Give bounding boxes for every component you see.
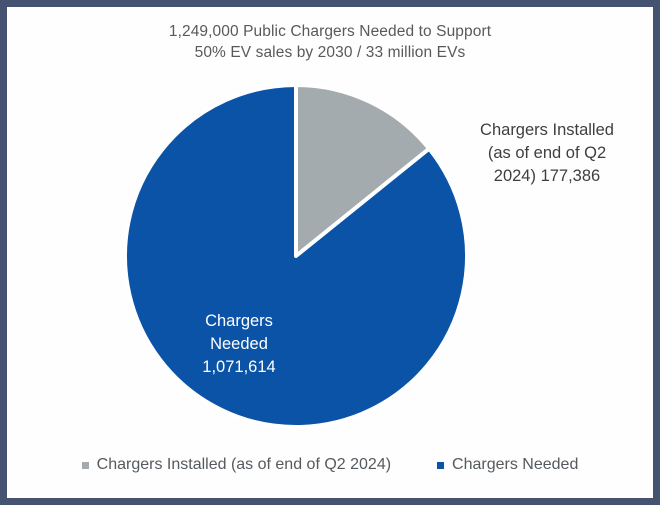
pie-chart-svg (123, 83, 469, 429)
legend-item-chargers-needed[interactable]: Chargers Needed (437, 456, 578, 474)
slice-label-needed-line-3: 1,071,614 (202, 358, 276, 376)
pie-slice-chargers-installed[interactable] (294, 83, 432, 258)
pie-slice-chargers-needed[interactable] (123, 83, 469, 429)
slice-label-installed-line-2: (as of end of Q2 (487, 144, 607, 162)
slice-label-needed-line-2: Needed (210, 335, 268, 353)
chart-title-line-2: 50% EV sales by 2030 / 33 million EVs (194, 44, 466, 61)
legend-swatch-icon-installed (81, 462, 89, 469)
legend-item-chargers-installed[interactable]: Chargers Installed (as of end of Q2 2024… (81, 456, 392, 474)
slice-label-chargers-installed: Chargers Installed (as of end of Q2 2024… (447, 119, 647, 188)
pie-chart-area (7, 7, 653, 498)
pie-slices (123, 83, 469, 429)
slice-label-installed-line-3: 2024) 177,386 (493, 167, 601, 185)
chart-title: 1,249,000 Public Chargers Needed to Supp… (7, 21, 653, 63)
slice-label-needed-line-1: Chargers (205, 312, 273, 330)
slice-label-installed-line-1: Chargers Installed (480, 121, 614, 139)
legend-label-installed: Chargers Installed (as of end of Q2 2024… (96, 456, 392, 473)
chart-title-line-1: 1,249,000 Public Chargers Needed to Supp… (168, 23, 492, 40)
legend-swatch-icon-needed (437, 462, 445, 469)
legend-label-needed: Chargers Needed (452, 456, 579, 473)
chart-legend: Chargers Installed (as of end of Q2 2024… (7, 456, 653, 474)
slice-label-chargers-needed: Chargers Needed 1,071,614 (159, 310, 319, 379)
